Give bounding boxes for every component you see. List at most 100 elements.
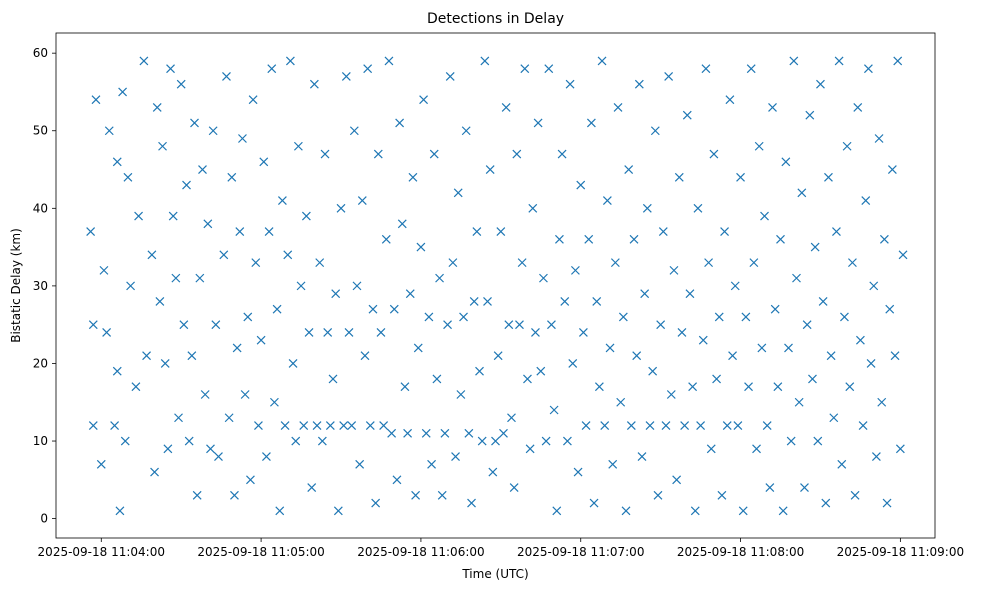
data-point [685,289,695,299]
data-point [152,103,162,112]
data-point [845,382,855,392]
data-point [818,296,828,306]
data-point [131,382,141,392]
data-point [110,421,120,430]
data-point [664,72,674,81]
data-point [277,196,287,205]
data-point [179,320,189,330]
data-point [123,172,133,182]
data-point [371,498,381,508]
data-point [861,196,871,205]
data-point [456,390,466,399]
data-point [248,95,258,105]
data-point [349,126,359,136]
data-point [427,459,436,469]
data-point [429,149,439,159]
data-point [821,498,831,508]
data-point [389,304,399,314]
data-point [493,351,503,361]
data-point [395,118,405,128]
data-point [573,467,583,477]
data-point [653,490,663,500]
data-point [837,459,847,469]
data-point [163,444,173,454]
data-point [317,436,327,446]
data-point [781,157,791,167]
data-point [898,250,908,260]
data-point [752,444,761,454]
data-point [634,79,644,89]
data-point [443,320,452,330]
data-point [605,343,615,353]
data-point [594,382,604,392]
data-point [680,421,690,430]
data-point [826,351,836,361]
x-tick-label: 2025-09-18 11:05:00 [197,545,324,559]
data-point [893,56,903,66]
data-point [384,56,394,66]
data-point [99,265,109,275]
data-point [192,490,202,500]
data-point [877,397,887,407]
data-point [674,172,684,182]
data-point [190,118,199,128]
data-point [328,374,338,384]
data-point [469,296,479,306]
data-point [139,56,149,66]
data-point [496,227,506,237]
data-point [840,312,849,322]
data-point [882,498,892,508]
data-point [624,165,634,174]
data-point [829,413,839,423]
data-point [712,374,722,384]
data-point [725,95,735,105]
data-point [589,498,599,508]
data-point [254,421,263,430]
data-point [352,281,362,291]
data-point [238,134,247,143]
data-point [794,397,804,407]
data-point [275,506,285,516]
data-point [403,428,413,438]
data-point [488,467,498,477]
plot-frame [55,32,936,539]
data-point [584,234,594,244]
data-point [525,444,535,454]
y-tick-label: 60 [33,46,48,60]
data-point [291,436,301,446]
y-axis-label: Bistatic Delay (km) [9,228,23,343]
data-point [541,436,551,446]
data-point [355,459,365,469]
data-point [461,126,471,136]
data-point [688,382,698,392]
data-point [749,258,759,268]
data-point [632,351,642,361]
data-point [408,172,418,182]
data-points [86,56,908,516]
data-point [720,227,729,237]
data-point [400,382,410,392]
data-point [547,320,556,330]
data-point [754,141,764,151]
data-point [626,421,636,430]
data-point [586,118,596,128]
data-point [709,149,719,159]
data-point [760,211,769,221]
data-point [682,110,692,120]
data-point [437,490,447,500]
data-point [512,149,522,159]
data-point [88,421,98,430]
data-point [792,273,801,283]
data-point [166,64,175,74]
data-point [666,390,676,399]
y-tick-label: 50 [33,124,48,138]
data-point [171,273,181,283]
data-point [661,421,671,430]
data-point [413,343,423,353]
data-point [168,211,178,221]
data-point [424,312,434,322]
data-point [706,444,716,454]
data-point [387,428,397,438]
data-point [616,397,626,407]
